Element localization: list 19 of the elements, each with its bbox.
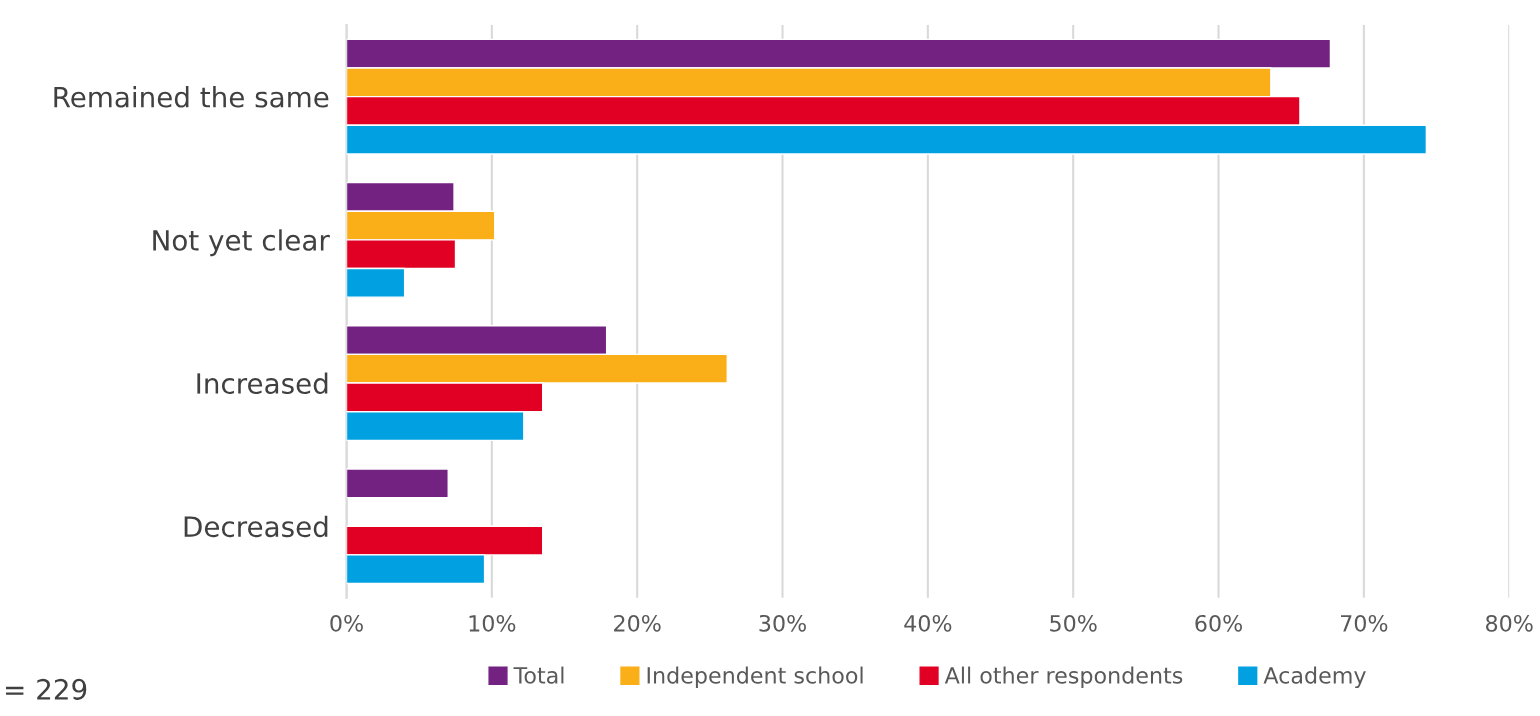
bar xyxy=(346,468,449,499)
x-tick-label: 80% xyxy=(1486,614,1533,632)
y-tick-label: Not yet clear xyxy=(153,229,330,257)
legend-label: Academy xyxy=(1263,666,1366,689)
text: = 229 xyxy=(6,678,87,700)
x-tick-label: 70% xyxy=(1340,614,1388,632)
x-tick-label: 50% xyxy=(1050,614,1097,632)
x-tick-label: 0% xyxy=(330,614,363,632)
x-tick-label: 10% xyxy=(469,614,516,632)
y-tick-label: Decreased xyxy=(184,515,328,538)
x-tick-label: 20% xyxy=(614,614,661,632)
legend-label: Total xyxy=(513,666,564,684)
legend-label: All other respondents xyxy=(944,666,1183,689)
x-tick-label: 30% xyxy=(759,614,806,632)
x-tick-label: 60% xyxy=(1195,614,1242,632)
y-tick-label: Remained the same xyxy=(54,86,329,108)
legend-label: Independent school xyxy=(647,666,863,689)
x-tick-label: 40% xyxy=(904,614,952,632)
y-tick-label: Increased xyxy=(197,372,328,395)
